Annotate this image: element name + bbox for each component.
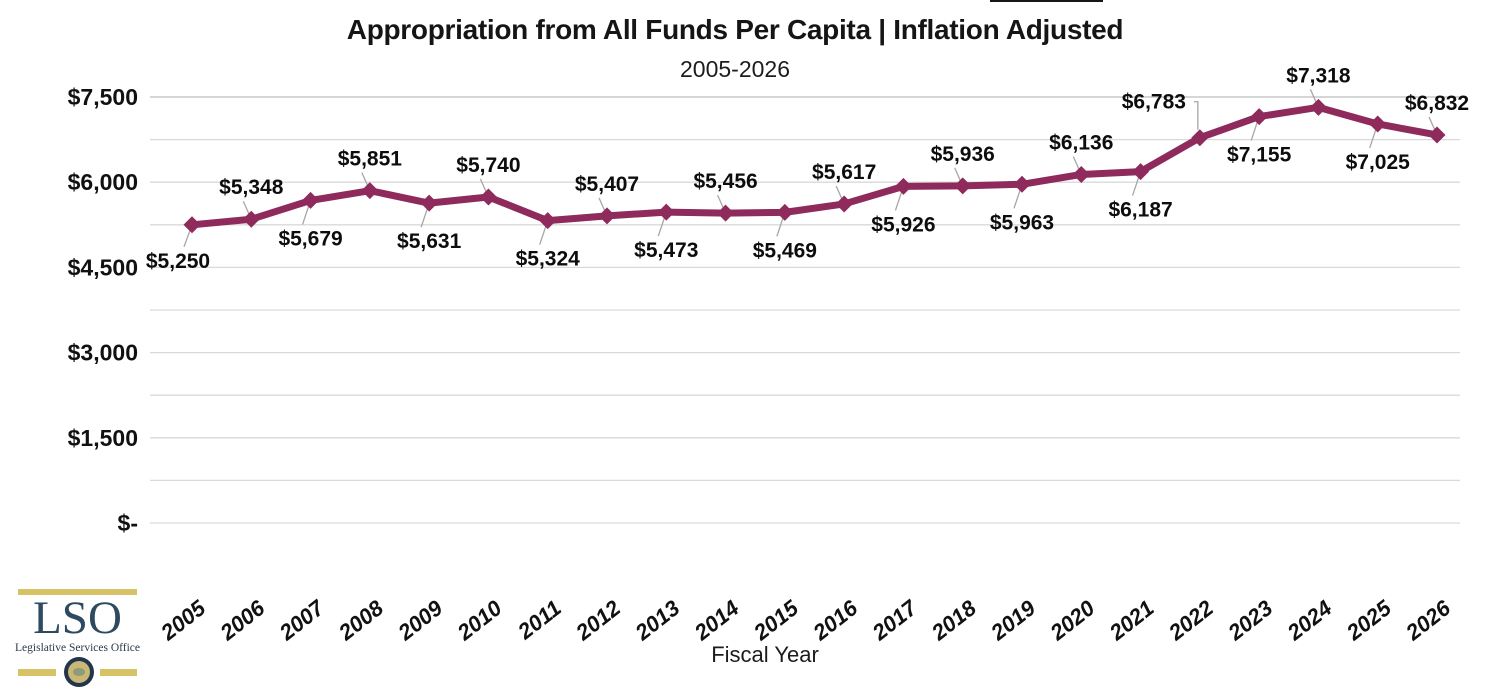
data-point-marker: [479, 188, 497, 206]
data-point-marker: [302, 191, 320, 209]
data-point-marker: [420, 194, 438, 212]
data-point-marker: [1191, 129, 1209, 147]
x-tick-label: 2026: [1400, 595, 1455, 646]
logo-acronym: LSO: [33, 592, 122, 644]
data-point-marker: [361, 182, 379, 200]
y-tick-label: $7,500: [68, 84, 138, 110]
data-point-marker: [1369, 115, 1387, 133]
data-label: $5,617: [812, 161, 876, 184]
data-point-marker: [954, 177, 972, 195]
x-tick-label: 2020: [1045, 595, 1100, 646]
data-point-marker: [1428, 126, 1446, 144]
x-tick-label: 2015: [748, 595, 803, 646]
x-tick-label: 2010: [452, 595, 507, 646]
data-point-marker: [835, 195, 853, 213]
data-label: $7,318: [1286, 64, 1351, 87]
data-point-marker: [183, 216, 201, 234]
x-tick-label: 2012: [570, 595, 625, 646]
data-point-marker: [1309, 98, 1327, 116]
x-tick-label: 2005: [155, 595, 210, 646]
data-label: $5,679: [278, 227, 342, 250]
data-label: $5,473: [634, 239, 698, 262]
chart-subtitle: 2005-2026: [680, 56, 790, 82]
x-tick-label: 2024: [1282, 595, 1337, 645]
top-edge-artifact-line: [990, 0, 1103, 2]
y-tick-label: $-: [118, 510, 138, 536]
data-label: $5,348: [219, 176, 284, 199]
data-point-marker: [894, 177, 912, 195]
x-tick-label: 2006: [215, 595, 270, 646]
y-tick-label: $4,500: [68, 254, 138, 280]
data-label: $5,324: [516, 248, 581, 271]
x-tick-label: 2023: [1222, 595, 1277, 645]
data-label: $5,407: [575, 173, 639, 196]
x-tick-label: 2019: [985, 595, 1040, 646]
data-label: $5,936: [931, 143, 995, 166]
data-label: $5,469: [753, 239, 817, 262]
x-tick-label: 2021: [1104, 595, 1159, 645]
x-tick-label: 2008: [333, 595, 388, 646]
y-tick-label: $3,000: [68, 340, 138, 366]
data-point-marker: [776, 203, 794, 221]
logo-caption: Legislative Services Office: [15, 642, 140, 654]
data-label: $6,187: [1108, 199, 1172, 222]
lso-logo: LSO Legislative Services Office: [15, 585, 140, 692]
data-label: $5,456: [693, 170, 757, 193]
x-tick-label: 2007: [274, 594, 330, 646]
data-label: $6,832: [1405, 92, 1469, 115]
data-point-marker: [1013, 175, 1031, 193]
x-tick-label: 2017: [867, 594, 923, 646]
data-label: $6,136: [1049, 131, 1113, 154]
x-tick-label: 2022: [1163, 595, 1218, 646]
data-point-marker: [539, 212, 557, 230]
x-tick-label: 2014: [689, 595, 744, 645]
label-leader-line: [1193, 101, 1199, 130]
data-point-marker: [717, 204, 735, 222]
data-label: $5,851: [338, 148, 403, 171]
x-tick-label: 2013: [630, 595, 685, 645]
data-label: $6,783: [1122, 91, 1186, 114]
data-label: $5,926: [871, 213, 935, 236]
data-label: $7,025: [1346, 151, 1411, 174]
data-point-marker: [598, 207, 616, 225]
logo-bottom-bar-right: [100, 669, 137, 676]
x-tick-label: 2011: [512, 595, 565, 644]
data-point-marker: [1250, 108, 1268, 126]
data-label: $7,155: [1227, 144, 1292, 167]
data-point-marker: [1132, 163, 1150, 181]
data-point-marker: [657, 203, 675, 221]
x-tick-label: 2018: [926, 595, 981, 646]
x-tick-label: 2009: [392, 595, 447, 646]
data-label: $5,740: [456, 154, 520, 177]
x-axis-title: Fiscal Year: [711, 642, 819, 667]
series-line: [188, 103, 1441, 229]
y-tick-label: $1,500: [68, 425, 138, 451]
logo-seal-icon: [64, 657, 94, 687]
data-label: $5,631: [397, 230, 462, 253]
logo-bottom-bar-left: [18, 669, 56, 676]
chart-title: Appropriation from All Funds Per Capita …: [346, 14, 1124, 45]
data-point-marker: [1072, 165, 1090, 183]
data-point-marker: [242, 210, 260, 228]
y-tick-label: $6,000: [68, 169, 138, 195]
x-tick-label: 2016: [807, 595, 862, 646]
x-tick-label: 2025: [1341, 595, 1396, 646]
logo-top-bar: [18, 589, 137, 595]
data-label: $5,963: [990, 211, 1054, 234]
data-label: $5,250: [146, 250, 210, 273]
